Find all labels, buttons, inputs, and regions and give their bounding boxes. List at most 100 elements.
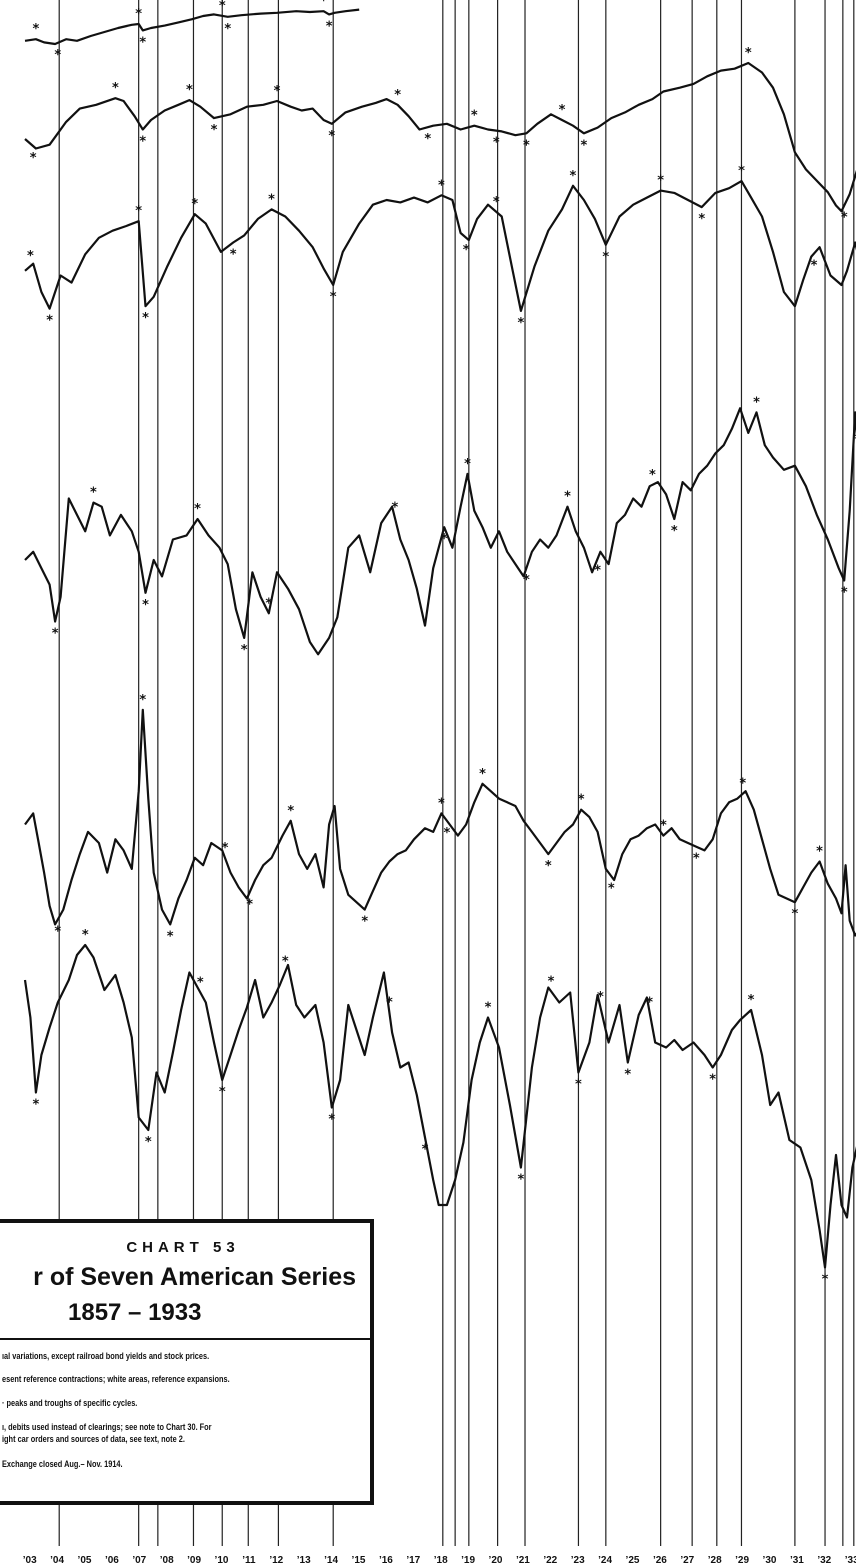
series-5-trough-marker: * bbox=[167, 929, 174, 944]
series-5-peak-marker: * bbox=[578, 793, 585, 808]
x-tick-label: ’23 bbox=[571, 1555, 585, 1566]
series-3-peak-marker: * bbox=[738, 164, 745, 179]
series-6-peak-marker: * bbox=[646, 996, 653, 1011]
series-1-peak-marker: * bbox=[320, 0, 327, 9]
x-tick-label: ’30 bbox=[763, 1555, 777, 1566]
series-4-trough-marker: * bbox=[594, 564, 601, 579]
x-tick-label: ’29 bbox=[735, 1555, 749, 1566]
series-1-trough-marker: * bbox=[326, 19, 333, 34]
series-5-peak-marker: * bbox=[660, 819, 667, 834]
x-tick-label: ’25 bbox=[626, 1555, 640, 1566]
series-6-trough-marker: * bbox=[33, 1098, 40, 1113]
series-1-peak-marker: * bbox=[135, 7, 142, 22]
series-4-trough-marker: * bbox=[142, 598, 149, 613]
series-2-trough-marker: * bbox=[328, 129, 335, 144]
series-1-line bbox=[24, 8, 360, 46]
series-5-trough-marker: * bbox=[791, 907, 798, 922]
series-2-peak-marker: * bbox=[274, 84, 281, 99]
series-4-trough-marker: * bbox=[52, 627, 59, 642]
series-5-peak-marker: * bbox=[287, 804, 294, 819]
series-5-line bbox=[24, 708, 856, 937]
x-tick-label: ’27 bbox=[680, 1555, 694, 1566]
series-1-trough-marker: * bbox=[54, 48, 61, 63]
series-2-peak-marker: * bbox=[112, 81, 119, 96]
series-4-trough-marker: * bbox=[671, 524, 678, 539]
x-tick-label: ’15 bbox=[352, 1555, 366, 1566]
series-6-trough-marker: * bbox=[575, 1078, 582, 1093]
x-tick-label: ’08 bbox=[160, 1555, 174, 1566]
x-tick-label: ’19 bbox=[461, 1555, 475, 1566]
series-4-line bbox=[24, 407, 856, 656]
series-6-peak-marker: * bbox=[485, 1001, 492, 1016]
caption-note: ı, debits used instead of clearings; see… bbox=[2, 1422, 212, 1432]
x-tick-label: ’16 bbox=[379, 1555, 393, 1566]
series-2-trough-marker: * bbox=[523, 138, 530, 153]
series-6-peak-marker: * bbox=[82, 928, 89, 943]
series-5-peak-marker: * bbox=[739, 777, 746, 792]
series-1-trough-marker: * bbox=[139, 35, 146, 50]
x-tick-label: ’33 bbox=[845, 1555, 856, 1566]
series-6-trough-marker: * bbox=[422, 1143, 429, 1158]
series-3-trough-marker: * bbox=[230, 247, 237, 262]
series-2-trough-marker: * bbox=[424, 132, 431, 147]
series-6-peak-marker: * bbox=[197, 976, 204, 991]
series-6-peak-marker: * bbox=[282, 955, 289, 970]
series-6-trough-marker: * bbox=[822, 1273, 829, 1288]
series-2-peak-marker: * bbox=[394, 88, 401, 103]
series-6-trough-marker: * bbox=[517, 1173, 524, 1188]
series-6-peak-marker: * bbox=[548, 974, 555, 989]
series-2-peak-marker: * bbox=[471, 109, 478, 124]
series-5-peak-marker: * bbox=[438, 796, 445, 811]
series-6-peak-marker: * bbox=[748, 993, 755, 1008]
series-4-trough-marker: * bbox=[841, 586, 848, 601]
series-4-peak-marker: * bbox=[855, 432, 856, 447]
series-5-peak-marker: * bbox=[222, 841, 229, 856]
x-tick-label: ’31 bbox=[790, 1555, 804, 1566]
series-3-trough-marker: * bbox=[330, 290, 337, 305]
x-tick-label: ’12 bbox=[269, 1555, 283, 1566]
caption-divider bbox=[0, 1338, 370, 1340]
series-3-peak-marker: * bbox=[493, 195, 500, 210]
series-4-peak-marker: * bbox=[90, 486, 97, 501]
series-3-peak-marker: * bbox=[27, 249, 34, 264]
x-tick-label: ’17 bbox=[406, 1555, 420, 1566]
x-tick-label: ’14 bbox=[324, 1555, 338, 1566]
x-tick-label: ’24 bbox=[598, 1555, 612, 1566]
series-5-trough-marker: * bbox=[545, 859, 552, 874]
series-6-peak-marker: * bbox=[597, 990, 604, 1005]
chart-number: CHART 53 bbox=[126, 1239, 240, 1256]
x-tick-label: ’09 bbox=[187, 1555, 201, 1566]
series-4-trough-marker: * bbox=[441, 532, 448, 547]
series-4-peak-marker: * bbox=[265, 596, 272, 611]
series-2-peak-marker: * bbox=[745, 46, 752, 61]
series-5-peak-marker: * bbox=[816, 845, 823, 860]
series-5-trough-marker: * bbox=[693, 852, 700, 867]
series-2-trough-marker: * bbox=[30, 151, 37, 166]
series-5-peak-marker: * bbox=[479, 767, 486, 782]
series-4-trough-marker: * bbox=[241, 643, 248, 658]
series-3-peak-marker: * bbox=[191, 197, 198, 212]
series-1-trough-marker: * bbox=[224, 22, 231, 37]
series-5-trough-marker: * bbox=[246, 897, 253, 912]
series-3-trough-marker: * bbox=[602, 250, 609, 265]
x-tick-label: ’06 bbox=[105, 1555, 119, 1566]
series-2-trough-marker: * bbox=[139, 135, 146, 150]
caption-note: ıal variations, except railroad bond yie… bbox=[2, 1351, 210, 1361]
x-tick-label: ’10 bbox=[215, 1555, 229, 1566]
series-4-peak-marker: * bbox=[464, 457, 471, 472]
series-3-trough-marker: * bbox=[698, 212, 705, 227]
caption-note: · peaks and troughs of specific cycles. bbox=[2, 1398, 138, 1408]
series-6-trough-marker: * bbox=[709, 1073, 716, 1088]
series-2-peak-marker: * bbox=[559, 103, 566, 118]
series-3-peak-marker: * bbox=[438, 178, 445, 193]
series-5-trough-marker: * bbox=[361, 915, 368, 930]
x-tick-label: ’22 bbox=[543, 1555, 557, 1566]
x-tick-label: ’20 bbox=[489, 1555, 503, 1566]
series-6-trough-marker: * bbox=[145, 1135, 152, 1150]
series-3-peak-marker: * bbox=[570, 169, 577, 184]
series-2-peak-marker: * bbox=[186, 83, 193, 98]
series-3-peak-marker: * bbox=[657, 174, 664, 189]
caption-note: Exchange closed Aug.– Nov. 1914. bbox=[2, 1459, 123, 1469]
